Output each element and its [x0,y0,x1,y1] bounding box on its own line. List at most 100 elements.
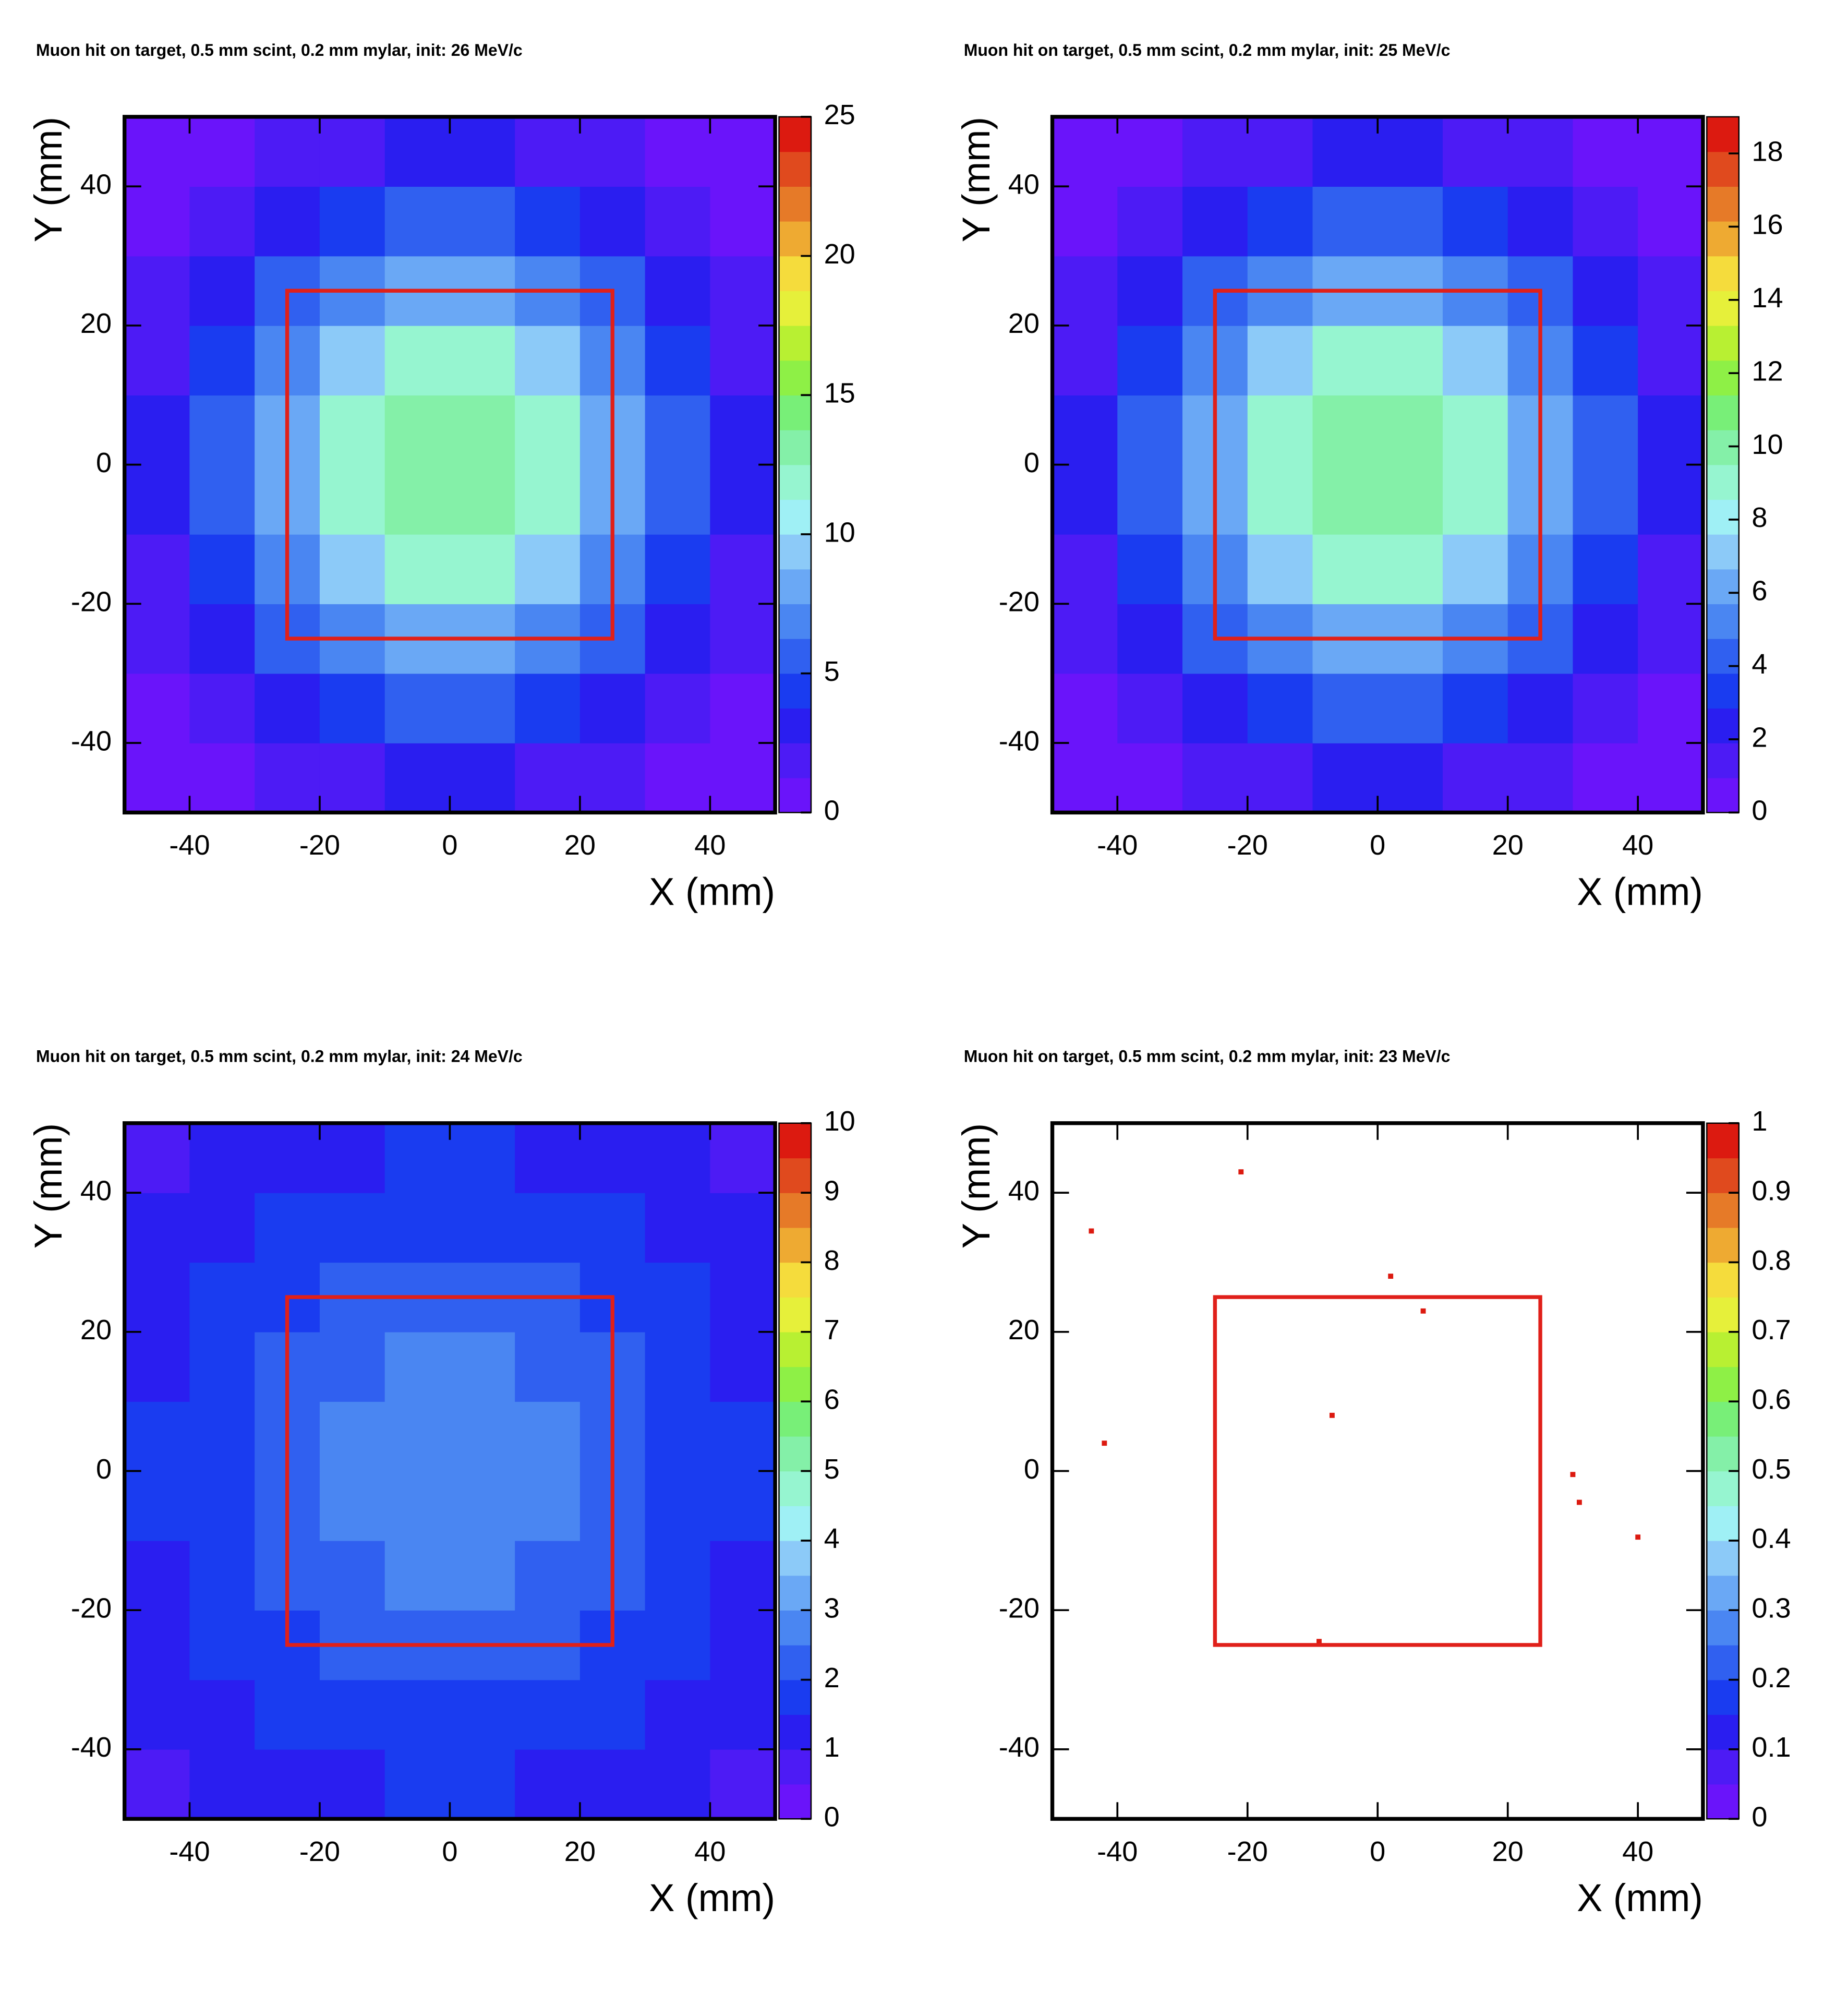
heatmap-cell [1378,325,1443,396]
colorbar-frame [778,116,812,813]
heatmap-cell [124,1401,190,1472]
hit-cell [1635,1534,1641,1540]
colorbar-band [779,1749,811,1785]
heatmap-cell [710,325,776,396]
heatmap-cell [1182,673,1248,743]
colorbar-band [779,1262,811,1298]
heatmap-cell [645,1193,711,1263]
colorbar-band [1707,1644,1739,1680]
colorbar-band [779,186,811,222]
colorbar-band [1707,1506,1739,1541]
target-box [1213,1295,1542,1647]
colorbar-band [1707,1714,1739,1750]
heatmap-cell [450,1193,515,1263]
heatmap-cell [1052,743,1118,813]
colorbar-tick-label: 0.9 [1752,1175,1791,1206]
heatmap-cell [579,1679,646,1750]
heatmap-cell [384,325,451,396]
x-tick-label: 40 [1622,1836,1653,1867]
colorbar-band [1707,1575,1739,1611]
x-tick-label: 20 [564,1836,596,1867]
heatmap-cell [319,1679,385,1750]
colorbar-band [779,673,811,709]
heatmap-cell [255,1749,320,1819]
colorbar-band [1707,569,1739,605]
y-axis-label: Y (mm) [955,1123,998,1249]
heatmap-cell [450,534,515,605]
heatmap-cell [1442,673,1508,743]
heatmap-cell [1247,325,1313,396]
heatmap-cell [319,673,385,743]
heatmap-cell [710,743,776,813]
heatmap-cell [710,673,776,743]
colorbar-band [779,1540,811,1576]
colorbar-band [779,1193,811,1228]
colorbar-tick-label: 10 [824,517,855,548]
y-tick-label: 40 [1008,169,1040,200]
hit-cell [1238,1169,1244,1175]
heatmap-cell [1182,743,1248,813]
x-tick-label: -40 [169,1836,210,1867]
heatmap-cell [515,743,581,813]
heatmap-cell [710,116,776,187]
colorbar-tick-label: 9 [824,1175,840,1206]
heatmap-cell [1573,186,1638,257]
heatmap-cell [1052,395,1118,465]
chart-title: Muon hit on target, 0.5 mm scint, 0.2 mm… [36,1047,523,1066]
heatmap-cell [710,1540,776,1611]
heatmap-cell [1442,186,1508,257]
colorbar-band [1707,673,1739,709]
heatmap-cell [189,743,255,813]
heatmap-cell [645,1331,711,1402]
heatmap-cell [1638,673,1704,743]
heatmap-cell [255,673,320,743]
heatmap-cell [124,395,190,465]
y-tick-label: 40 [80,1175,112,1206]
y-tick-label: 0 [96,447,112,478]
heatmap-cell [189,116,255,187]
x-tick-label: 20 [1492,830,1524,861]
x-tick-label: -20 [299,830,340,861]
heatmap-cell [124,464,190,535]
colorbar-band [779,1158,811,1193]
heatmap-cell [1638,534,1704,605]
heatmap-cell [645,604,711,674]
heatmap-cell [1052,534,1118,605]
heatmap-cell [579,1749,646,1819]
heatmap-cell [1052,604,1118,674]
x-tick-label: -40 [1097,1836,1138,1867]
heatmap-cell [189,1262,255,1332]
heatmap-cell [579,1193,646,1263]
heatmap-cell [1117,116,1183,187]
heatmap-cell [384,464,451,535]
heatmap-cell [1247,534,1313,605]
heatmap-cell [255,1123,320,1193]
heatmap-cell [1378,186,1443,257]
colorbar-band [1707,464,1739,500]
heatmap-cell [515,1331,581,1402]
heatmap-cell [1117,256,1183,326]
colorbar-band [1707,1158,1739,1193]
heatmap-cell [384,743,451,813]
heatmap-cell [319,1749,385,1819]
colorbar-band [1707,604,1739,639]
heatmap-cell [1638,464,1704,535]
heatmap-cell [1638,743,1704,813]
heatmap-cell [124,325,190,396]
heatmap-cell [515,1679,581,1750]
y-tick-label: 0 [1024,447,1040,478]
heatmap-cell [645,116,711,187]
x-tick-label: 0 [442,830,457,861]
colorbar-band [1707,743,1739,778]
heatmap-cell [124,116,190,187]
y-axis-label: Y (mm) [27,117,70,243]
colorbar-band [1707,499,1739,535]
heatmap-cell [710,1610,776,1680]
colorbar-band [1707,1540,1739,1576]
heatmap-cell [189,256,255,326]
colorbar-band [1707,1679,1739,1715]
heatmap-cell [645,673,711,743]
heatmap-cell [1442,534,1508,605]
heatmap-cell [1312,673,1378,743]
colorbar-band [779,464,811,500]
